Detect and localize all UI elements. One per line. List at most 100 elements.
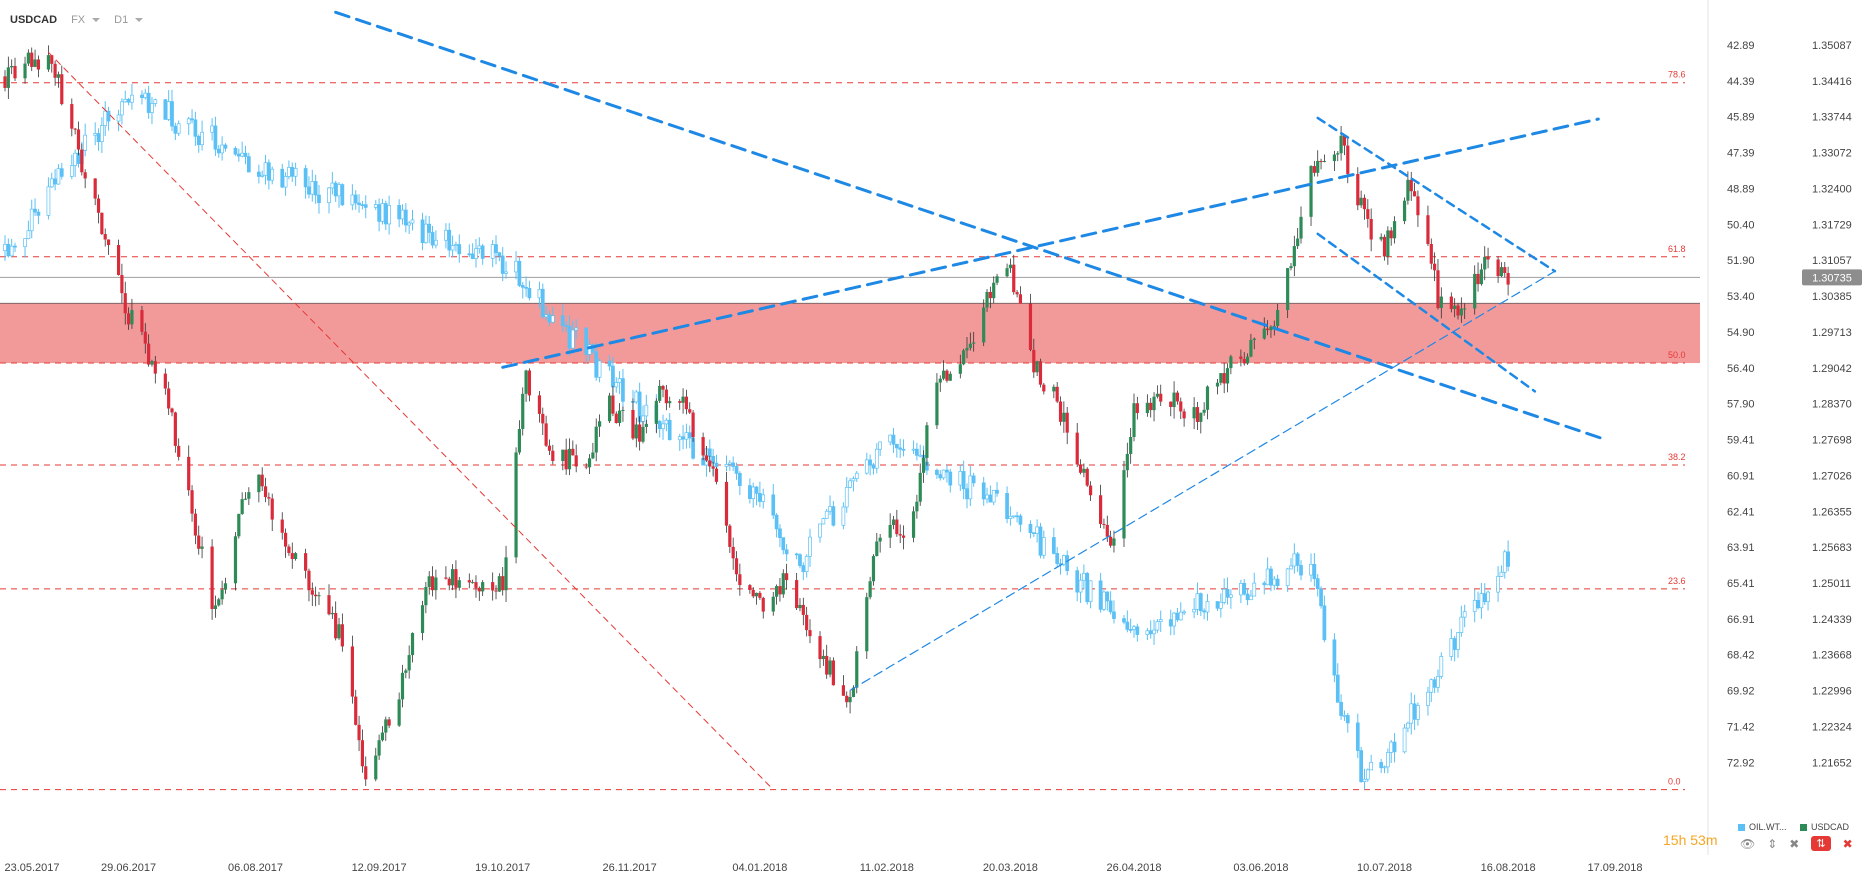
usdcad-candle: [517, 428, 521, 453]
usdcad-axis-label: 1.24339: [1812, 614, 1852, 626]
settings-toggle-icon[interactable]: ⇅: [1811, 836, 1831, 851]
usdcad-candle: [634, 424, 638, 439]
oil-candle: [584, 327, 589, 355]
usdcad-candle: [524, 370, 528, 394]
usdcad-candle: [80, 149, 84, 173]
usdcad-candle: [387, 719, 391, 726]
usdcad-candle: [1245, 356, 1250, 364]
usdcad-candle: [785, 573, 789, 581]
usdcad-candle: [795, 580, 799, 609]
oil-candle: [818, 523, 822, 538]
usdcad-candle: [280, 519, 284, 533]
usdcad-candle: [901, 535, 906, 538]
oil-candle: [1456, 632, 1460, 650]
usdcad-candle: [701, 437, 705, 456]
usdcad-candle: [541, 413, 545, 424]
usdcad-candle: [1149, 402, 1153, 411]
oil-axis-label: 71.42: [1727, 721, 1755, 733]
oil-candle: [497, 252, 502, 257]
oil-candle: [270, 168, 275, 181]
usdcad-candle: [1105, 524, 1109, 537]
usdcad-candle: [1135, 403, 1139, 414]
usdcad-candle: [1229, 356, 1233, 369]
usdcad-axis-label: 1.22996: [1812, 686, 1852, 698]
eye-icon[interactable]: 👁: [1740, 836, 1756, 851]
usdcad-candle: [173, 412, 177, 446]
usdcad-candle: [1426, 215, 1430, 244]
fib-level-label: 78.6: [1668, 70, 1686, 80]
usdcad-candle: [1406, 179, 1410, 201]
oil-candle: [397, 204, 401, 220]
oil-candle: [1152, 629, 1156, 635]
current-price-tag: [1802, 269, 1862, 286]
usdcad-candle: [337, 624, 341, 639]
oil-candle: [313, 181, 318, 196]
usdcad-candle: [1065, 412, 1069, 433]
usdcad-candle: [377, 740, 381, 756]
usdcad-candle: [267, 497, 271, 499]
usdcad-axis-label: 1.21652: [1812, 757, 1852, 769]
oil-candle: [103, 110, 108, 126]
usdcad-candle: [514, 452, 518, 558]
oil-candle: [991, 489, 996, 503]
oil-candle: [540, 288, 545, 318]
oil-candle: [1369, 762, 1374, 771]
rising-resistance-line: [501, 117, 1600, 369]
usdcad-candle: [818, 636, 822, 660]
oil-candle: [93, 133, 98, 136]
symbol-label[interactable]: USDCAD: [10, 14, 58, 26]
oil-candle: [260, 174, 265, 177]
usdcad-candle: [454, 569, 458, 588]
oil-candle: [480, 245, 485, 259]
usdcad-candle: [841, 685, 846, 696]
market-selector[interactable]: FX: [71, 14, 101, 26]
sort-icon[interactable]: ⇕: [1767, 836, 1778, 851]
oil-candle: [898, 447, 903, 450]
oil-axis-label: 50.40: [1727, 219, 1755, 231]
oil-candle: [1472, 600, 1477, 612]
oil-candle: [794, 553, 799, 556]
usdcad-candle: [1252, 338, 1256, 341]
close-icon[interactable]: ✖: [1842, 836, 1853, 851]
legend-usdcad[interactable]: USDCAD: [1800, 822, 1849, 832]
oil-candle: [1499, 571, 1504, 577]
usdcad-candle: [1052, 386, 1056, 392]
oil-candle: [176, 123, 181, 134]
oil-candle: [734, 466, 739, 474]
usdcad-candle: [594, 426, 598, 453]
oil-candle: [614, 382, 619, 388]
usdcad-candle: [1015, 292, 1019, 295]
oil-candle: [146, 92, 151, 113]
usdcad-candle: [751, 589, 755, 597]
usdcad-candle: [1286, 268, 1290, 311]
usdcad-candle: [106, 239, 111, 246]
usdcad-candle: [1205, 386, 1210, 410]
legend-oil[interactable]: OIL.WT...: [1738, 822, 1787, 832]
oil-candle: [56, 168, 61, 185]
usdcad-candle: [1042, 384, 1046, 392]
oil-candle: [1439, 656, 1444, 677]
oil-candle: [1148, 630, 1153, 635]
usdcad-candle: [1239, 356, 1243, 359]
x-tick-label: 23.05.2017: [4, 862, 59, 874]
oil-candle: [1299, 565, 1303, 576]
usdcad-candle: [13, 65, 17, 79]
oil-candle: [477, 245, 482, 250]
usdcad-candle: [898, 534, 902, 536]
oil-candle: [330, 182, 335, 189]
oil-candle: [550, 315, 555, 323]
interval-selector[interactable]: D1: [114, 14, 144, 26]
usdcad-candle: [354, 696, 358, 725]
remove-icon[interactable]: ✖: [1789, 836, 1800, 851]
legend-usdcad-swatch: [1800, 823, 1807, 831]
usdcad-candle: [774, 586, 779, 597]
oil-candle: [828, 506, 832, 512]
oil-candle: [190, 118, 194, 121]
oil-candle: [1506, 551, 1510, 567]
usdcad-candle: [1292, 246, 1296, 267]
oil-candle: [1145, 630, 1150, 635]
usdcad-candle: [962, 350, 966, 365]
usdcad-candle: [147, 343, 151, 365]
